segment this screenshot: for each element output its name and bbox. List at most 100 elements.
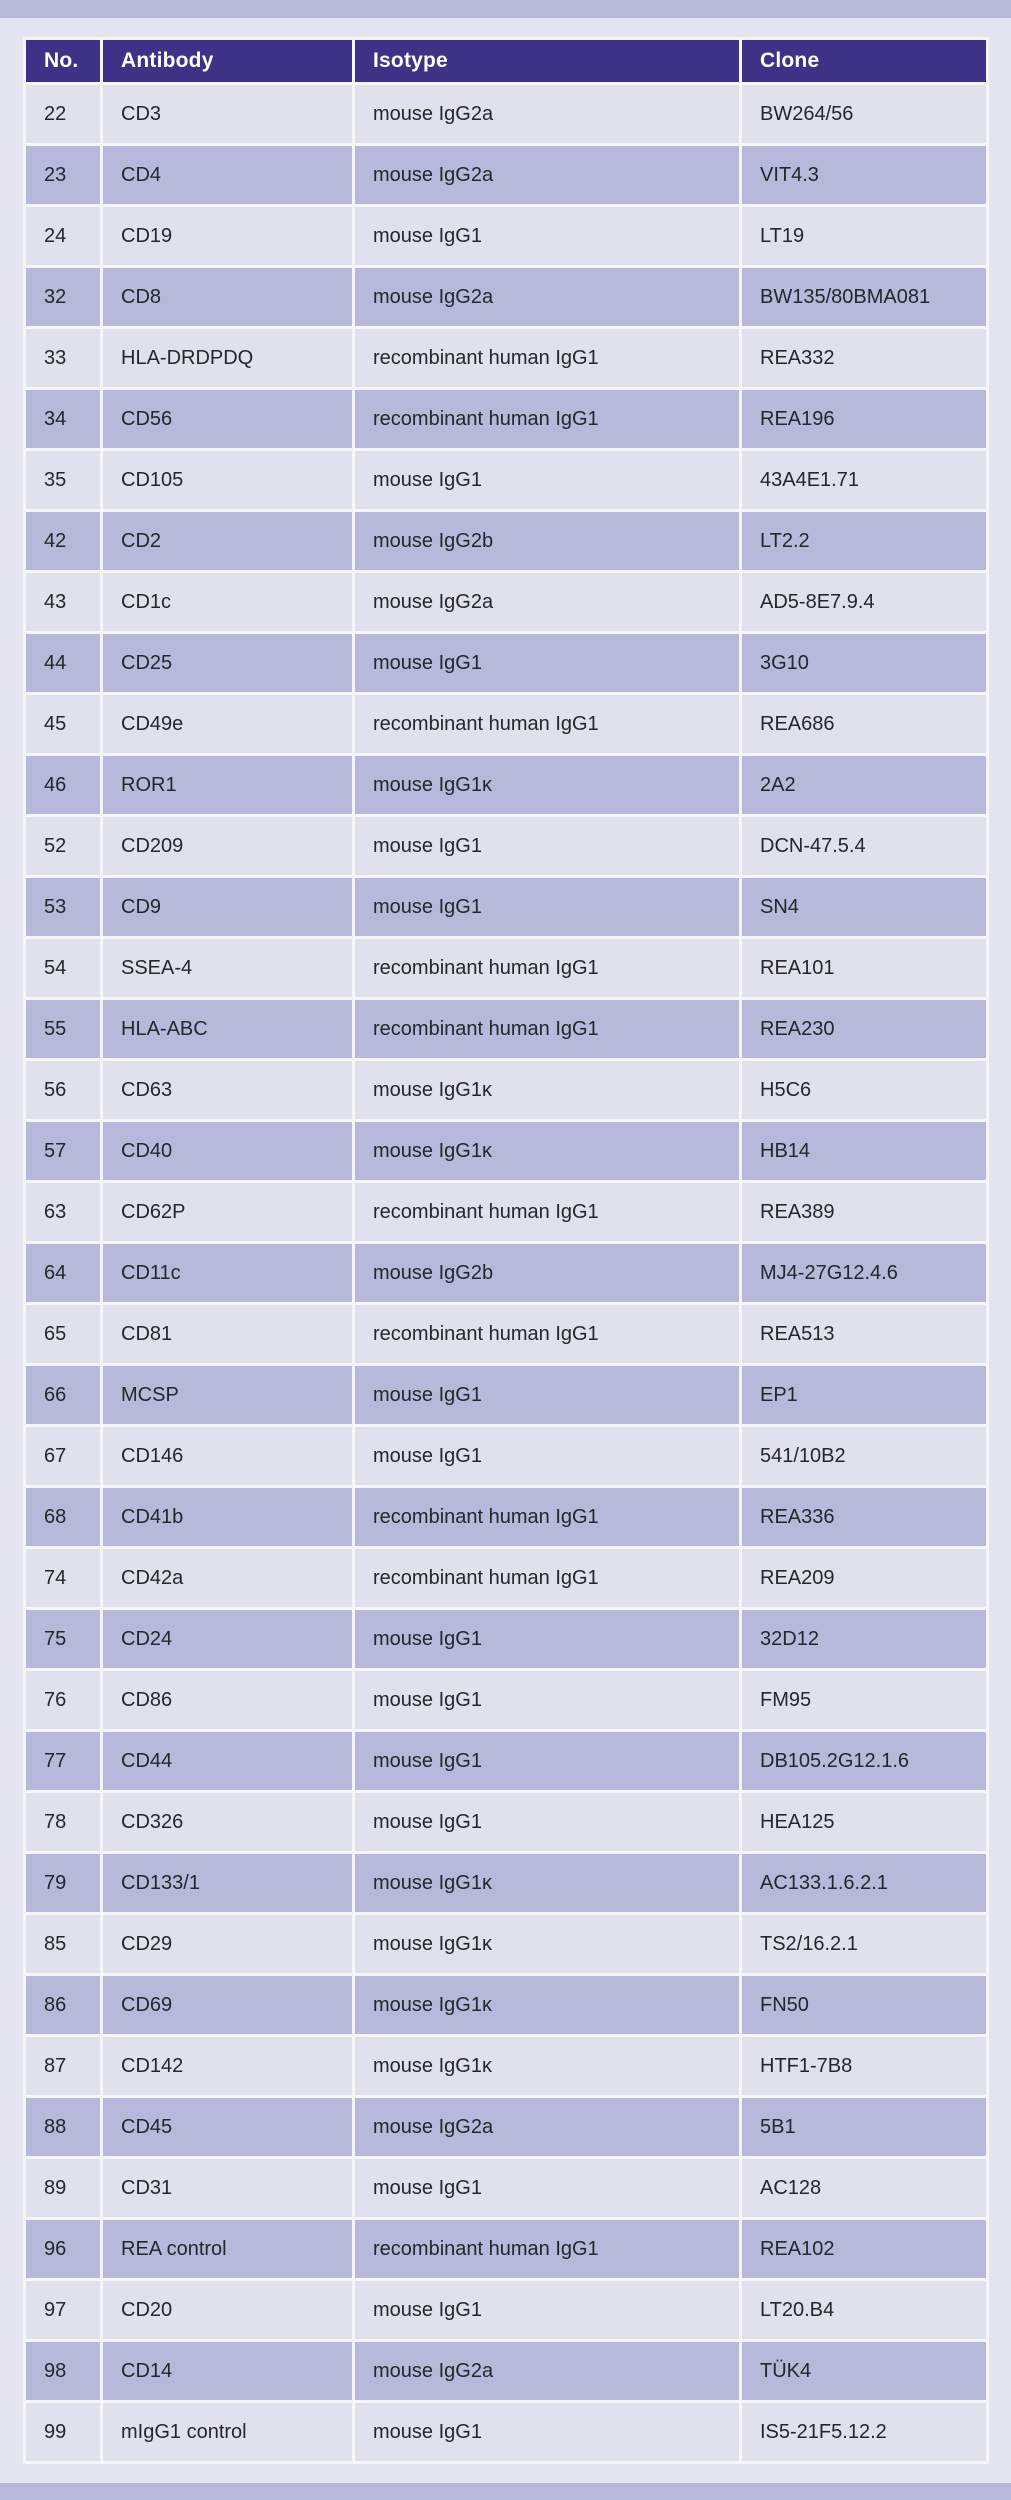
table-row: 79 CD133/1 mouse IgG1κ AC133.1.6.2.1: [26, 1854, 986, 1912]
cell-clone: FM95: [742, 1671, 986, 1729]
cell-isotype: mouse IgG1: [355, 451, 739, 509]
column-header-antibody: Antibody: [103, 40, 352, 82]
cell-clone: HTF1-7B8: [742, 2037, 986, 2095]
cell-no: 46: [26, 756, 100, 814]
cell-clone: REA102: [742, 2220, 986, 2278]
cell-clone: 43A4E1.71: [742, 451, 986, 509]
cell-antibody: CD40: [103, 1122, 352, 1180]
cell-antibody: CD133/1: [103, 1854, 352, 1912]
column-header-isotype: Isotype: [355, 40, 739, 82]
cell-antibody: CD49e: [103, 695, 352, 753]
cell-clone: REA336: [742, 1488, 986, 1546]
cell-clone: H5C6: [742, 1061, 986, 1119]
cell-clone: SN4: [742, 878, 986, 936]
cell-antibody: CD14: [103, 2342, 352, 2400]
cell-no: 66: [26, 1366, 100, 1424]
cell-isotype: recombinant human IgG1: [355, 1183, 739, 1241]
cell-isotype: mouse IgG2a: [355, 573, 739, 631]
cell-antibody: CD146: [103, 1427, 352, 1485]
table-row: 74 CD42a recombinant human IgG1 REA209: [26, 1549, 986, 1607]
table-row: 78 CD326 mouse IgG1 HEA125: [26, 1793, 986, 1851]
cell-clone: 3G10: [742, 634, 986, 692]
cell-isotype: mouse IgG1: [355, 634, 739, 692]
antibody-table: No. Antibody Isotype Clone 22 CD3 mouse Ig…: [23, 37, 989, 2464]
cell-antibody: CD29: [103, 1915, 352, 1973]
cell-isotype: mouse IgG1κ: [355, 1915, 739, 1973]
table-row: 54 SSEA-4 recombinant human IgG1 REA101: [26, 939, 986, 997]
cell-no: 88: [26, 2098, 100, 2156]
cell-no: 75: [26, 1610, 100, 1668]
cell-no: 43: [26, 573, 100, 631]
cell-clone: LT19: [742, 207, 986, 265]
table-row: 35 CD105 mouse IgG1 43A4E1.71: [26, 451, 986, 509]
cell-antibody: CD69: [103, 1976, 352, 2034]
cell-no: 96: [26, 2220, 100, 2278]
column-header-no: No.: [26, 40, 100, 82]
table-body: 22 CD3 mouse IgG2a BW264/56 23 CD4 mouse IgG2a…: [26, 85, 986, 2461]
cell-antibody: CD62P: [103, 1183, 352, 1241]
cell-antibody: CD2: [103, 512, 352, 570]
table-row: 44 CD25 mouse IgG1 3G10: [26, 634, 986, 692]
table-header: No. Antibody Isotype Clone: [26, 40, 986, 82]
table-row: 99 mIgG1 control mouse IgG1 IS5-21F5.12.2: [26, 2403, 986, 2461]
cell-isotype: recombinant human IgG1: [355, 1488, 739, 1546]
cell-clone: REA230: [742, 1000, 986, 1058]
table-row: 56 CD63 mouse IgG1κ H5C6: [26, 1061, 986, 1119]
cell-no: 65: [26, 1305, 100, 1363]
table-row: 86 CD69 mouse IgG1κ FN50: [26, 1976, 986, 2034]
cell-isotype: recombinant human IgG1: [355, 2220, 739, 2278]
cell-no: 98: [26, 2342, 100, 2400]
cell-clone: REA196: [742, 390, 986, 448]
cell-antibody: HLA-ABC: [103, 1000, 352, 1058]
table-row: 55 HLA-ABC recombinant human IgG1 REA230: [26, 1000, 986, 1058]
table-row: 57 CD40 mouse IgG1κ HB14: [26, 1122, 986, 1180]
cell-no: 54: [26, 939, 100, 997]
table-row: 42 CD2 mouse IgG2b LT2.2: [26, 512, 986, 570]
cell-clone: 541/10B2: [742, 1427, 986, 1485]
cell-clone: REA332: [742, 329, 986, 387]
cell-isotype: mouse IgG1: [355, 1427, 739, 1485]
table-row: 87 CD142 mouse IgG1κ HTF1-7B8: [26, 2037, 986, 2095]
cell-clone: IS5-21F5.12.2: [742, 2403, 986, 2461]
cell-clone: TÜK4: [742, 2342, 986, 2400]
cell-antibody: CD4: [103, 146, 352, 204]
cell-no: 76: [26, 1671, 100, 1729]
cell-antibody: CD8: [103, 268, 352, 326]
cell-antibody: CD105: [103, 451, 352, 509]
cell-clone: 5B1: [742, 2098, 986, 2156]
cell-isotype: mouse IgG1: [355, 1366, 739, 1424]
table-row: 68 CD41b recombinant human IgG1 REA336: [26, 1488, 986, 1546]
cell-no: 79: [26, 1854, 100, 1912]
table-row: 65 CD81 recombinant human IgG1 REA513: [26, 1305, 986, 1363]
table-row: 53 CD9 mouse IgG1 SN4: [26, 878, 986, 936]
cell-clone: EP1: [742, 1366, 986, 1424]
cell-no: 35: [26, 451, 100, 509]
cell-isotype: mouse IgG1κ: [355, 1976, 739, 2034]
cell-no: 33: [26, 329, 100, 387]
table-row: 63 CD62P recombinant human IgG1 REA389: [26, 1183, 986, 1241]
cell-antibody: CD31: [103, 2159, 352, 2217]
cell-clone: LT2.2: [742, 512, 986, 570]
table-row: 24 CD19 mouse IgG1 LT19: [26, 207, 986, 265]
cell-antibody: CD9: [103, 878, 352, 936]
table-row: 75 CD24 mouse IgG1 32D12: [26, 1610, 986, 1668]
cell-no: 87: [26, 2037, 100, 2095]
cell-antibody: CD41b: [103, 1488, 352, 1546]
cell-isotype: mouse IgG1κ: [355, 756, 739, 814]
cell-no: 57: [26, 1122, 100, 1180]
cell-no: 56: [26, 1061, 100, 1119]
cell-antibody: CD45: [103, 2098, 352, 2156]
cell-no: 34: [26, 390, 100, 448]
cell-isotype: mouse IgG2a: [355, 146, 739, 204]
cell-antibody: ROR1: [103, 756, 352, 814]
cell-no: 22: [26, 85, 100, 143]
cell-no: 68: [26, 1488, 100, 1546]
table-row: 89 CD31 mouse IgG1 AC128: [26, 2159, 986, 2217]
table-row: 34 CD56 recombinant human IgG1 REA196: [26, 390, 986, 448]
table-row: 52 CD209 mouse IgG1 DCN-47.5.4: [26, 817, 986, 875]
cell-clone: 2A2: [742, 756, 986, 814]
cell-isotype: mouse IgG2a: [355, 85, 739, 143]
cell-clone: MJ4-27G12.4.6: [742, 1244, 986, 1302]
cell-no: 85: [26, 1915, 100, 1973]
cell-isotype: mouse IgG1: [355, 878, 739, 936]
